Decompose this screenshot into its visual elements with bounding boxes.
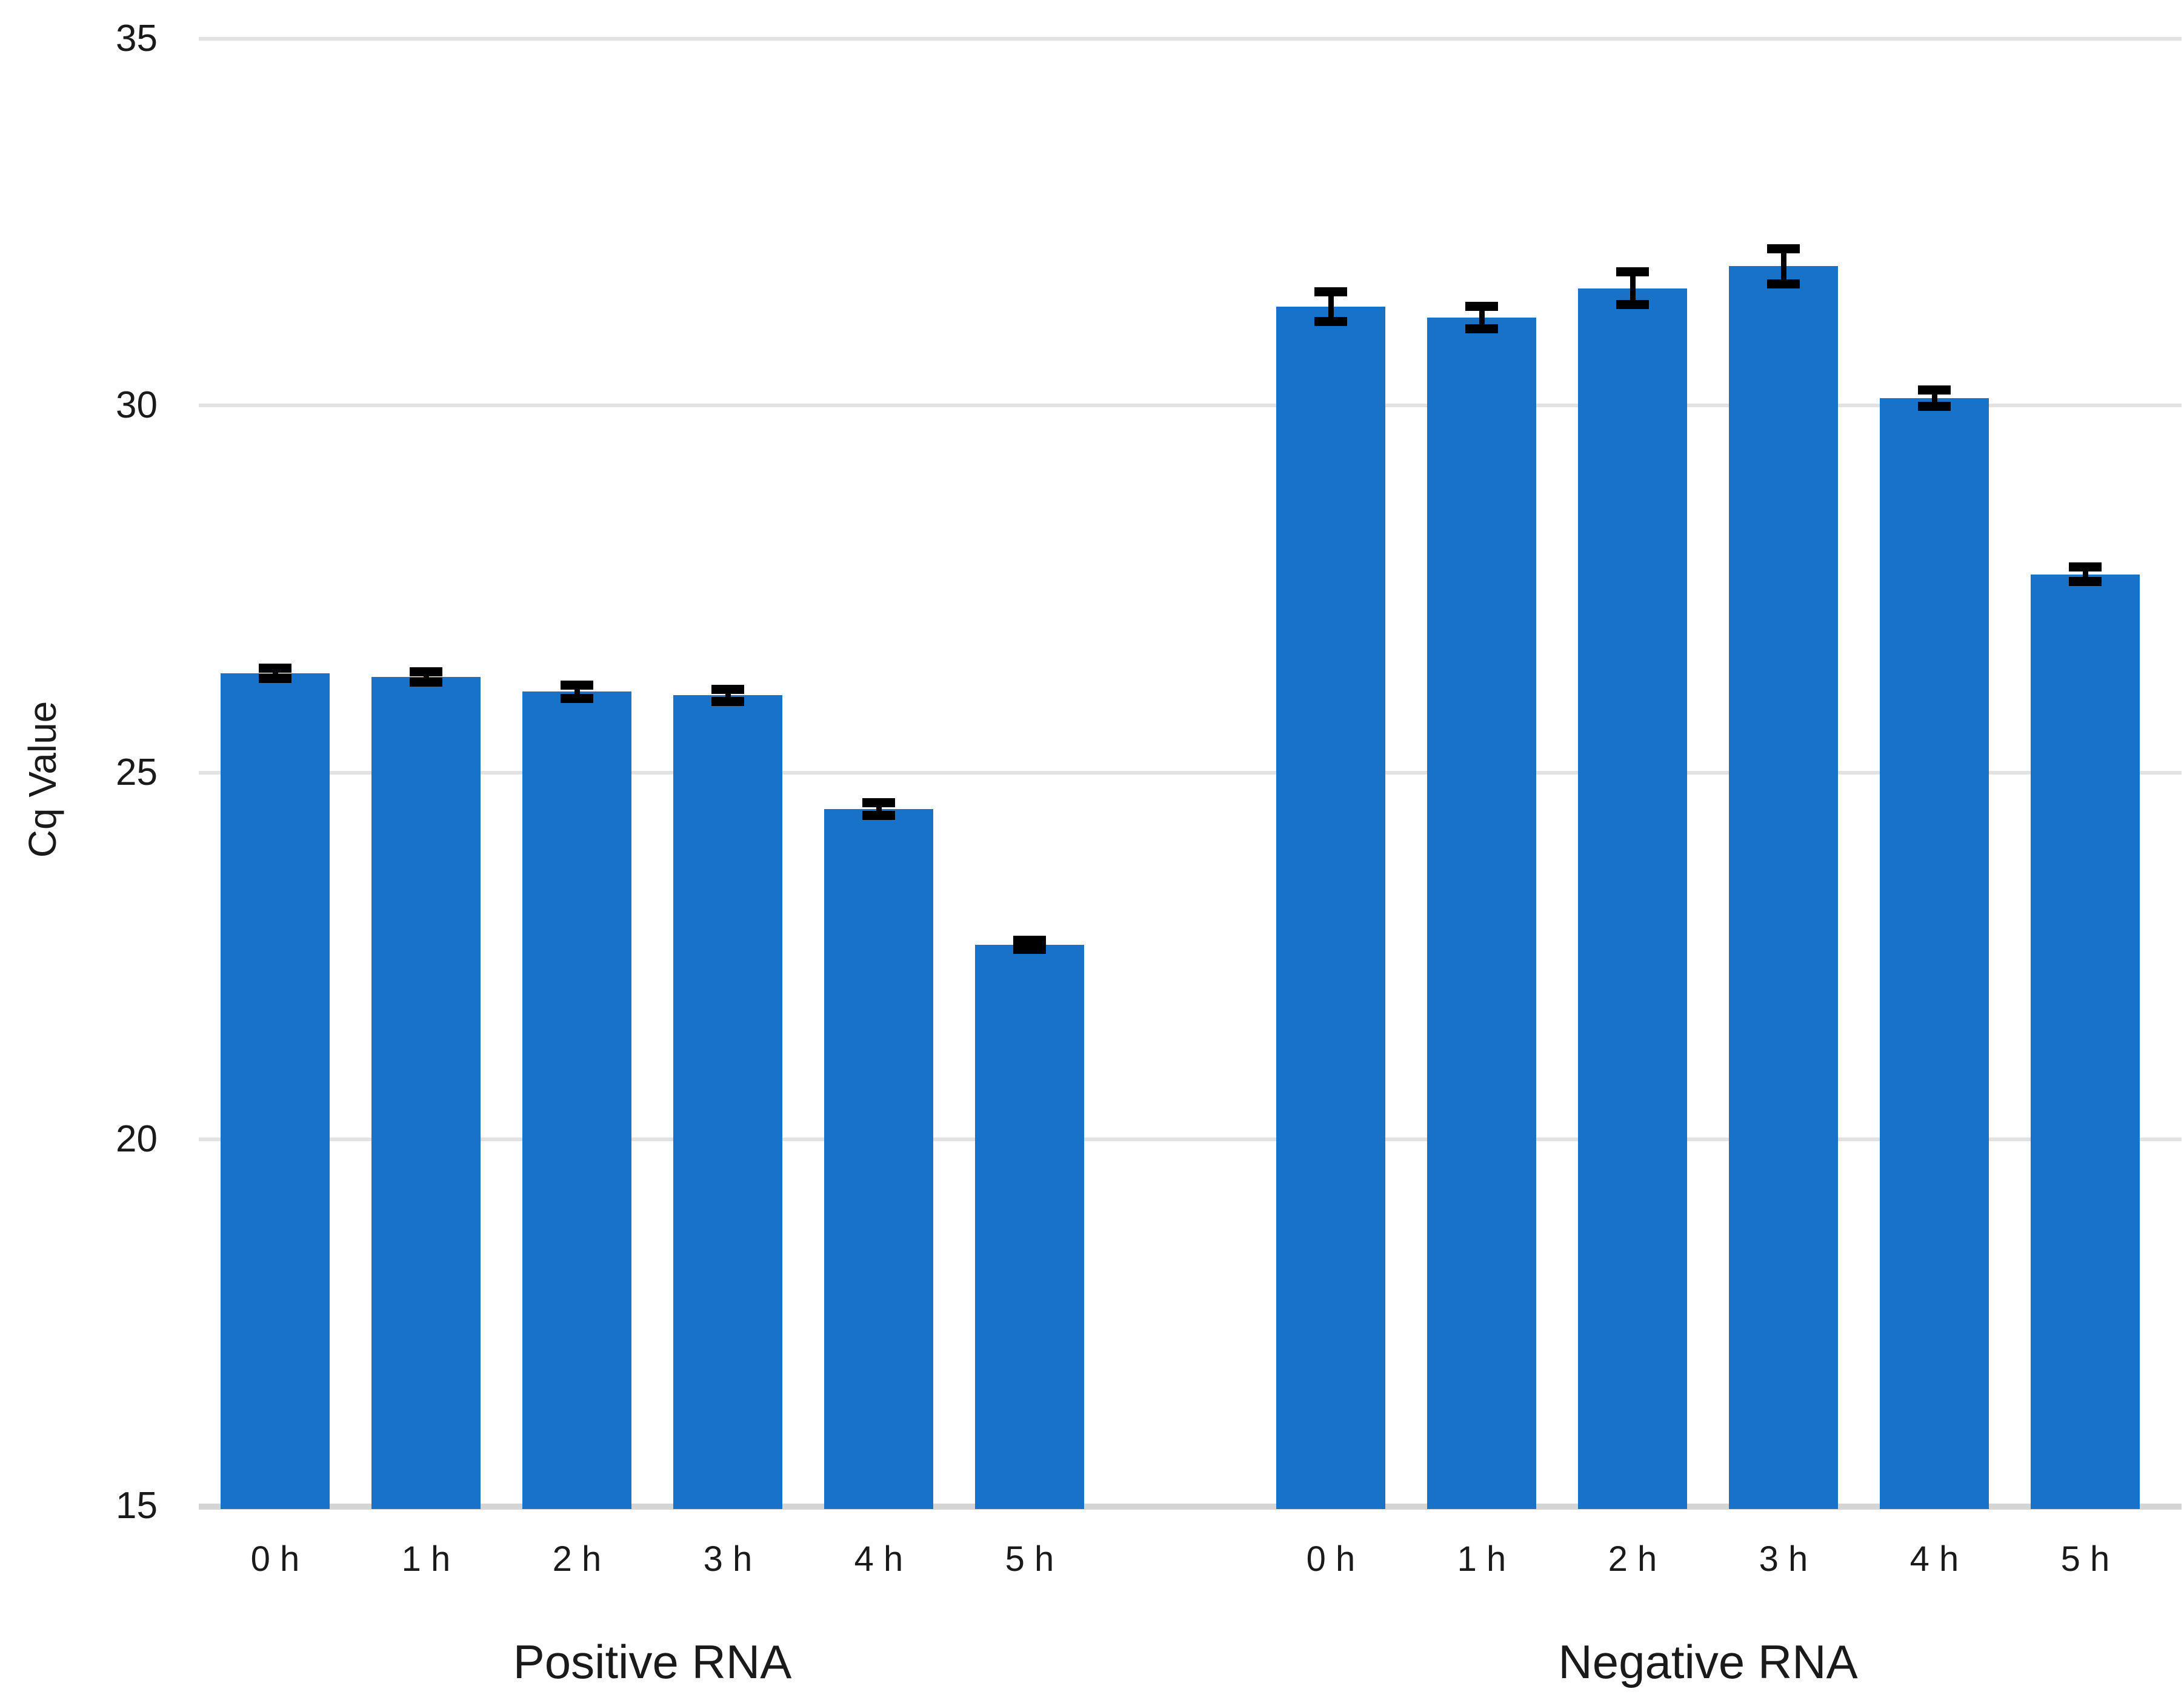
x-tick-label-positive-2h: 2 h (552, 1539, 602, 1579)
error-bar-bottom-cap (862, 811, 895, 821)
error-bar-bottom-cap (1918, 401, 1951, 411)
y-tick-label-20: 20 (116, 1118, 158, 1160)
x-tick-label-negative-4h: 4 h (1909, 1539, 1959, 1579)
bar-negative-3h (1729, 266, 1838, 1509)
error-bar-negative-5h (2082, 567, 2088, 582)
y-tick-label-15: 15 (116, 1485, 158, 1527)
error-bar-negative-4h (1931, 390, 1937, 407)
x-tick-label-positive-1h: 1 h (401, 1539, 451, 1579)
error-bar-top-cap (1767, 244, 1800, 253)
error-bar-positive-1h (423, 671, 429, 682)
error-bar-top-cap (1314, 287, 1347, 297)
error-bar-positive-2h (574, 685, 580, 699)
group-label-positive: Positive RNA (513, 1635, 792, 1688)
gridline-25 (199, 770, 2182, 775)
bar-negative-5h (2031, 574, 2140, 1509)
x-tick-label-negative-5h: 5 h (2060, 1539, 2110, 1579)
error-bar-top-cap (561, 680, 593, 690)
bar-positive-1h (371, 677, 481, 1509)
error-bar-bottom-cap (1767, 279, 1800, 288)
error-bar-positive-0h (272, 668, 278, 679)
x-tick-label-positive-4h: 4 h (854, 1539, 904, 1579)
error-bar-positive-3h (725, 689, 731, 702)
error-bar-positive-4h (876, 802, 882, 816)
error-bar-negative-2h (1630, 272, 1636, 305)
bar-positive-3h (673, 695, 782, 1509)
error-bar-bottom-cap (1465, 324, 1498, 333)
error-bar-negative-0h (1328, 292, 1334, 322)
error-bar-top-cap (1465, 302, 1498, 312)
bar-negative-2h (1578, 288, 1687, 1509)
x-tick-label-negative-3h: 3 h (1759, 1539, 1808, 1579)
x-axis-line (199, 1504, 2182, 1510)
error-bar-top-cap (1918, 385, 1951, 395)
x-tick-label-negative-0h: 0 h (1306, 1539, 1356, 1579)
error-bar-bottom-cap (1013, 944, 1046, 954)
error-bar-top-cap (1616, 267, 1649, 277)
error-bar-top-cap (862, 798, 895, 807)
error-bar-bottom-cap (410, 678, 442, 687)
error-bar-negative-3h (1780, 248, 1786, 284)
bar-negative-0h (1276, 306, 1385, 1509)
error-bar-bottom-cap (2069, 577, 2102, 587)
x-tick-label-negative-1h: 1 h (1457, 1539, 1506, 1579)
error-bar-bottom-cap (1616, 299, 1649, 309)
x-tick-label-negative-2h: 2 h (1608, 1539, 1657, 1579)
group-label-negative: Negative RNA (1558, 1635, 1858, 1688)
gridline-30 (199, 404, 2182, 408)
y-tick-label-30: 30 (116, 384, 158, 427)
error-bar-bottom-cap (561, 693, 593, 703)
x-tick-label-positive-3h: 3 h (703, 1539, 753, 1579)
error-bar-top-cap (1013, 936, 1046, 945)
y-tick-label-25: 25 (116, 751, 158, 793)
bar-negative-1h (1427, 317, 1536, 1509)
bar-positive-0h (221, 673, 330, 1509)
bar-positive-2h (522, 691, 631, 1509)
x-tick-label-positive-5h: 5 h (1005, 1539, 1054, 1579)
bar-positive-5h (975, 944, 1084, 1509)
error-bar-top-cap (711, 685, 744, 695)
error-bar-top-cap (2069, 562, 2102, 572)
error-bar-bottom-cap (711, 696, 744, 706)
bar-positive-4h (824, 809, 933, 1509)
error-bar-bottom-cap (259, 674, 291, 684)
bar-negative-4h (1880, 398, 1989, 1509)
error-bar-top-cap (410, 667, 442, 677)
gridline-35 (199, 37, 2182, 41)
y-tick-label-35: 35 (116, 18, 158, 59)
error-bar-top-cap (259, 664, 291, 673)
error-bar-negative-1h (1479, 306, 1485, 329)
gridline-20 (199, 1137, 2182, 1141)
x-tick-label-positive-0h: 0 h (250, 1539, 300, 1579)
error-bar-bottom-cap (1314, 316, 1347, 326)
